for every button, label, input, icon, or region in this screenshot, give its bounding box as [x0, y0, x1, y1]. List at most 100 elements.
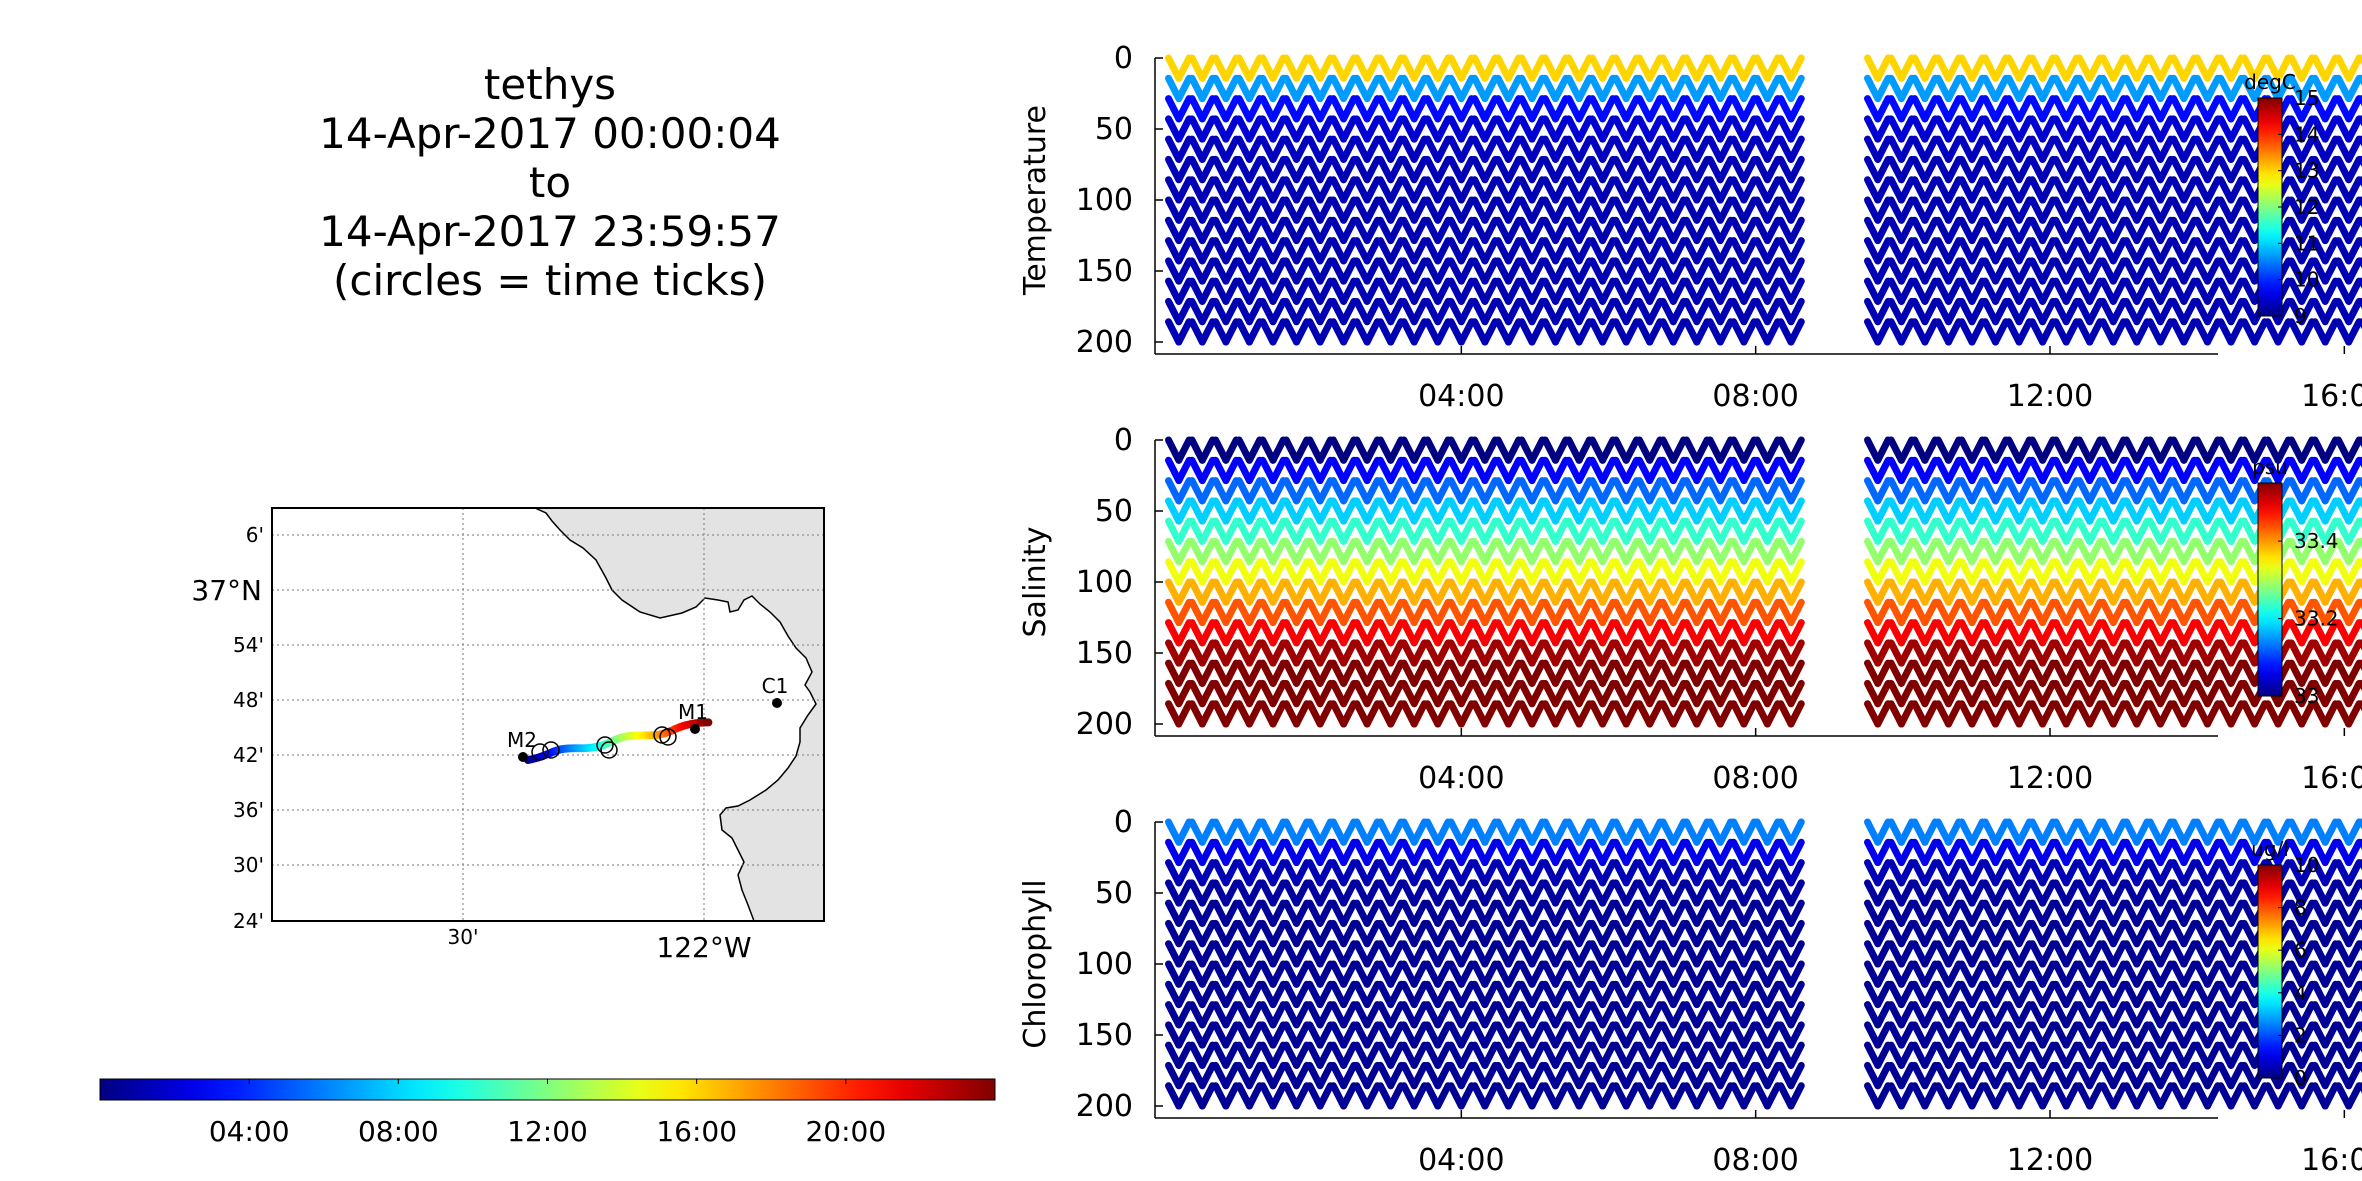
profile-up — [1575, 257, 1593, 285]
profile-up — [1316, 196, 1334, 224]
profile-up — [1504, 456, 1523, 485]
profile-up — [1552, 960, 1570, 988]
profile-up — [2180, 155, 2198, 184]
colorbar-tick-label: 10 — [2294, 268, 2319, 292]
profile-up — [1245, 477, 1264, 505]
profile-up — [1222, 196, 1240, 224]
x-tick-label: 16:00 — [2301, 761, 2362, 796]
profile-up — [1622, 639, 1640, 667]
profile-up — [1481, 980, 1499, 1009]
map-lon-label: 30' — [448, 925, 479, 949]
profile-up — [1293, 598, 1311, 627]
profile-up — [1222, 859, 1240, 887]
profile-up — [1599, 436, 1617, 464]
profile-up — [2180, 578, 2198, 606]
profile-up — [1363, 74, 1381, 103]
profile-up — [1316, 517, 1334, 545]
profile-up — [2015, 619, 2033, 647]
profile-up — [1575, 176, 1593, 204]
profile-up — [1599, 899, 1617, 927]
profile-up — [1646, 859, 1664, 887]
profile-up — [1434, 477, 1452, 505]
profile-up — [1921, 659, 1939, 687]
profile-up — [1646, 196, 1664, 224]
profile-up — [1410, 940, 1428, 968]
profile-up — [2227, 497, 2245, 525]
profile-up — [1269, 1082, 1287, 1110]
profile-up — [1198, 859, 1217, 887]
profile-up — [1457, 115, 1476, 143]
profile-up — [1552, 899, 1570, 927]
profile-up — [1968, 237, 1986, 265]
y-tick-label: 150 — [1076, 254, 1133, 289]
profile-up — [1763, 115, 1782, 143]
profile-up — [2156, 277, 2175, 305]
profile-up — [1622, 940, 1640, 968]
profile-up — [1992, 196, 2010, 224]
profile-up — [1340, 436, 1358, 464]
profile-up — [1787, 960, 1805, 988]
profile-up — [1504, 598, 1523, 627]
profile-up — [1716, 659, 1735, 687]
profile-up — [1992, 537, 2010, 566]
profile-up — [1245, 537, 1264, 566]
profile-up — [1740, 477, 1758, 505]
profile-up — [1968, 879, 1986, 907]
profile-up — [1787, 940, 1805, 968]
profile-up — [2204, 659, 2222, 687]
profile-up — [2015, 639, 2033, 667]
profile-up — [2180, 598, 2198, 627]
profile-up — [1693, 940, 1711, 968]
profile-up — [1992, 95, 2010, 123]
profile-up — [2015, 1082, 2033, 1110]
profile-up — [1921, 297, 1939, 326]
profile-up — [1175, 216, 1193, 245]
profile-up — [2133, 115, 2151, 143]
profile-up — [1992, 135, 2010, 163]
profile-up — [1363, 436, 1381, 464]
profile-up — [1363, 659, 1381, 687]
profile-up — [1504, 659, 1523, 687]
profile-up — [1316, 659, 1334, 687]
profile-up — [2180, 558, 2198, 586]
profile-up — [1787, 558, 1805, 586]
profile-up — [1387, 838, 1405, 867]
profile-up — [1945, 659, 1963, 687]
profile-up — [1669, 1021, 1688, 1049]
profile-up — [1716, 1021, 1735, 1049]
profile-up — [1716, 838, 1735, 867]
profile-up — [1363, 1041, 1381, 1069]
profile-up — [1669, 277, 1688, 305]
profile-up — [1992, 1061, 2010, 1090]
profile-up — [1599, 859, 1617, 887]
profile-up — [2015, 818, 2033, 846]
profile-up — [1316, 297, 1334, 326]
profile-up — [1316, 960, 1334, 988]
profile-up — [1622, 578, 1640, 606]
profile-up — [1968, 639, 1986, 667]
profile-up — [1552, 196, 1570, 224]
profile-up — [1921, 456, 1939, 485]
profile-up — [1763, 919, 1782, 948]
profile-up — [1528, 940, 1546, 968]
profile-up — [1921, 237, 1939, 265]
profile-up — [2062, 879, 2080, 907]
profile-up — [1457, 517, 1476, 545]
profile-up — [2251, 318, 2269, 346]
profile-up — [2039, 456, 2057, 485]
profile-up — [2156, 598, 2175, 627]
profile-up — [1669, 818, 1688, 846]
profile-up — [1293, 659, 1311, 687]
profile-up — [1669, 598, 1688, 627]
profile-up — [1716, 456, 1735, 485]
profile-up — [1293, 318, 1311, 346]
profile-up — [1293, 95, 1311, 123]
profile-up — [1763, 297, 1782, 326]
profile-up — [1340, 497, 1358, 525]
profile-up — [1293, 277, 1311, 305]
profile-up — [2039, 115, 2057, 143]
profile-up — [2133, 700, 2151, 728]
profile-up — [1481, 879, 1499, 907]
profile-up — [1622, 679, 1640, 708]
profile-up — [1410, 619, 1428, 647]
